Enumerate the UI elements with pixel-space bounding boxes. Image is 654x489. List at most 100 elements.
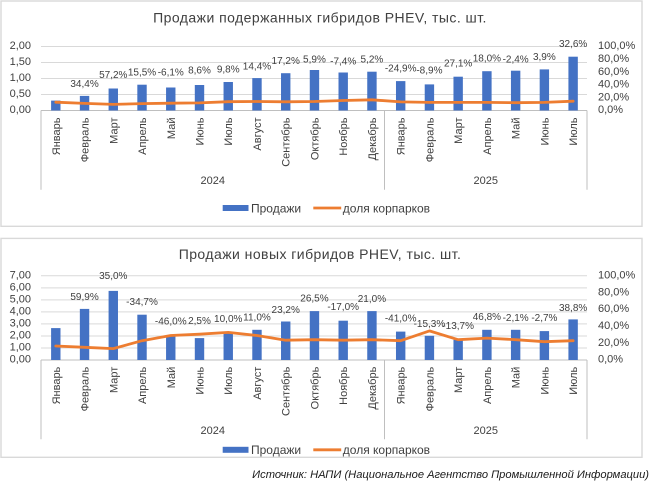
svg-text:Июль: Июль xyxy=(223,117,235,145)
svg-text:Источник: НАПИ (Национальное А: Источник: НАПИ (Национальное Агентство П… xyxy=(252,469,649,481)
svg-text:Март: Март xyxy=(108,367,120,393)
svg-text:27,1%: 27,1% xyxy=(444,59,472,70)
svg-text:Январь: Январь xyxy=(51,117,63,155)
svg-text:59,9%: 59,9% xyxy=(70,292,98,303)
svg-text:Апрель: Апрель xyxy=(482,117,494,155)
svg-text:60,0%: 60,0% xyxy=(598,303,629,315)
svg-text:10,0%: 10,0% xyxy=(214,314,242,325)
svg-text:2,00: 2,00 xyxy=(10,330,31,342)
svg-text:Август: Август xyxy=(252,118,264,151)
svg-text:20,0%: 20,0% xyxy=(598,91,629,103)
svg-text:1,00: 1,00 xyxy=(10,72,31,84)
svg-text:0,0%: 0,0% xyxy=(598,104,623,116)
svg-text:9,8%: 9,8% xyxy=(217,65,240,76)
svg-text:Октябрь: Октябрь xyxy=(309,366,321,409)
svg-text:1,50: 1,50 xyxy=(10,56,31,68)
svg-text:Апрель: Апрель xyxy=(137,366,149,404)
svg-text:Декабрь: Декабрь xyxy=(367,366,379,409)
svg-text:Апрель: Апрель xyxy=(137,117,149,155)
svg-text:-46,0%: -46,0% xyxy=(155,317,187,328)
svg-text:Май: Май xyxy=(166,367,178,389)
svg-text:80,0%: 80,0% xyxy=(598,53,629,65)
svg-text:-15,3%: -15,3% xyxy=(414,319,446,330)
svg-text:Июнь: Июнь xyxy=(195,366,207,394)
svg-text:2025: 2025 xyxy=(474,175,498,187)
svg-text:доля корпарков: доля корпарков xyxy=(343,443,430,457)
svg-text:8,6%: 8,6% xyxy=(188,66,211,77)
svg-text:35,0%: 35,0% xyxy=(99,271,127,282)
svg-text:4,00: 4,00 xyxy=(10,306,31,318)
svg-text:-2,1%: -2,1% xyxy=(503,313,529,324)
svg-text:-34,7%: -34,7% xyxy=(126,297,158,308)
svg-text:Июль: Июль xyxy=(568,366,580,394)
svg-text:0,0%: 0,0% xyxy=(598,354,623,366)
svg-text:Февраль: Февраль xyxy=(424,117,436,162)
svg-text:-6,1%: -6,1% xyxy=(158,68,184,79)
svg-text:14,4%: 14,4% xyxy=(243,61,271,72)
svg-text:38,8%: 38,8% xyxy=(559,303,587,314)
svg-text:-41,0%: -41,0% xyxy=(385,314,417,325)
svg-text:Июнь: Июнь xyxy=(195,117,207,145)
svg-text:2025: 2025 xyxy=(474,425,498,437)
svg-text:23,2%: 23,2% xyxy=(272,305,300,316)
svg-text:6,00: 6,00 xyxy=(10,282,31,294)
svg-text:3,9%: 3,9% xyxy=(533,52,556,63)
svg-text:7,00: 7,00 xyxy=(10,270,31,282)
svg-text:Январь: Январь xyxy=(51,366,63,404)
svg-text:17,2%: 17,2% xyxy=(272,56,300,67)
svg-text:46,8%: 46,8% xyxy=(473,312,501,323)
svg-text:57,2%: 57,2% xyxy=(99,70,127,81)
svg-text:26,5%: 26,5% xyxy=(300,293,328,304)
svg-text:-8,9%: -8,9% xyxy=(416,66,442,77)
svg-text:Октябрь: Октябрь xyxy=(309,117,321,160)
svg-text:0,00: 0,00 xyxy=(10,104,31,116)
svg-text:0,00: 0,00 xyxy=(10,354,31,366)
svg-text:Сентябрь: Сентябрь xyxy=(281,117,293,167)
svg-text:40,0%: 40,0% xyxy=(598,320,629,332)
svg-text:80,0%: 80,0% xyxy=(598,286,629,298)
svg-text:Июнь: Июнь xyxy=(539,117,551,145)
svg-text:Январь: Январь xyxy=(396,366,408,404)
svg-text:Июль: Июль xyxy=(223,366,235,394)
svg-text:0,50: 0,50 xyxy=(10,88,31,100)
svg-text:2,5%: 2,5% xyxy=(188,316,211,327)
svg-text:Продажи новых гибридов PHEV, т: Продажи новых гибридов PHEV, тыс. шт. xyxy=(179,246,462,262)
svg-text:-7,4%: -7,4% xyxy=(330,57,356,68)
svg-text:Март: Март xyxy=(453,367,465,393)
svg-text:Ноябрь: Ноябрь xyxy=(338,117,350,155)
svg-text:40,0%: 40,0% xyxy=(598,79,629,91)
svg-text:2024: 2024 xyxy=(201,175,225,187)
svg-text:доля корпарков: доля корпарков xyxy=(343,201,430,215)
svg-text:2,00: 2,00 xyxy=(10,40,31,52)
svg-text:Июнь: Июнь xyxy=(539,366,551,394)
svg-text:Апрель: Апрель xyxy=(482,366,494,404)
svg-text:Август: Август xyxy=(252,367,264,400)
svg-text:5,00: 5,00 xyxy=(10,294,31,306)
svg-text:3,00: 3,00 xyxy=(10,318,31,330)
svg-text:60,0%: 60,0% xyxy=(598,66,629,78)
svg-text:100,0%: 100,0% xyxy=(598,40,636,52)
svg-text:Декабрь: Декабрь xyxy=(367,117,379,160)
svg-text:Январь: Январь xyxy=(396,117,408,155)
svg-text:18,0%: 18,0% xyxy=(473,54,501,65)
svg-text:Май: Май xyxy=(511,367,523,389)
svg-text:Май: Май xyxy=(166,118,178,140)
svg-text:-24,9%: -24,9% xyxy=(385,63,417,74)
svg-text:Март: Март xyxy=(108,118,120,144)
svg-text:Сентябрь: Сентябрь xyxy=(281,366,293,416)
svg-text:20,0%: 20,0% xyxy=(598,337,629,349)
svg-text:21,0%: 21,0% xyxy=(358,294,386,305)
svg-text:Продажи: Продажи xyxy=(251,201,301,215)
svg-text:-2,4%: -2,4% xyxy=(503,54,529,65)
svg-text:Февраль: Февраль xyxy=(80,366,92,411)
svg-text:Февраль: Февраль xyxy=(424,366,436,411)
svg-text:Июль: Июль xyxy=(568,117,580,145)
svg-text:-13,7%: -13,7% xyxy=(442,321,474,332)
svg-text:Продажи: Продажи xyxy=(251,443,301,457)
svg-text:Март: Март xyxy=(453,118,465,144)
svg-text:Ноябрь: Ноябрь xyxy=(338,366,350,404)
svg-text:5,2%: 5,2% xyxy=(361,54,384,65)
svg-text:100,0%: 100,0% xyxy=(598,270,636,282)
svg-text:5,9%: 5,9% xyxy=(303,54,326,65)
svg-text:32,6%: 32,6% xyxy=(559,39,587,50)
